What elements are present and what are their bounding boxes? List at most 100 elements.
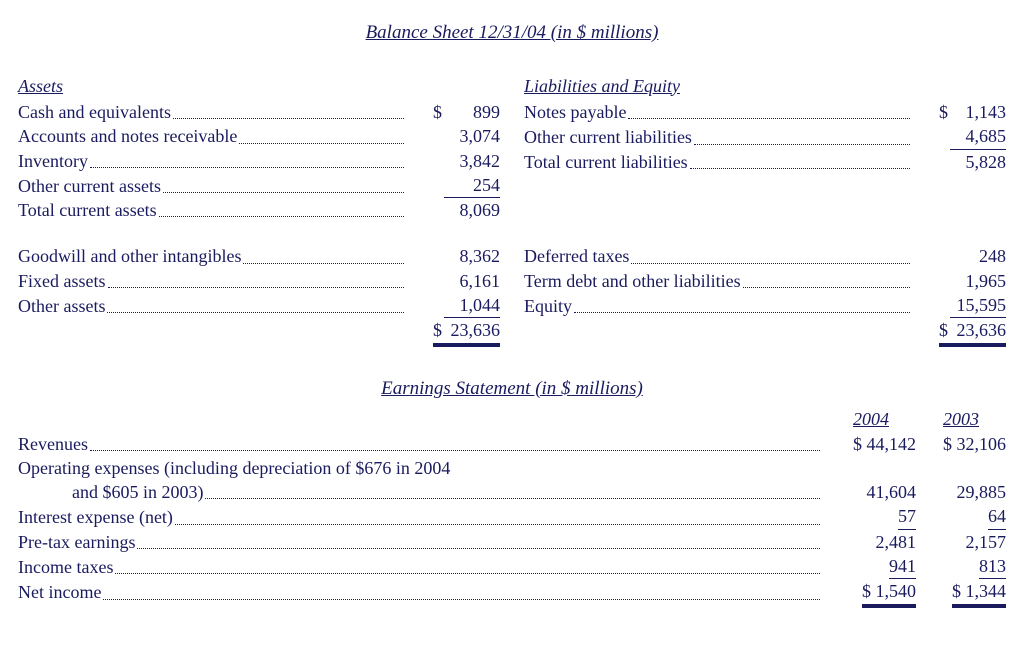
line-item-label: Interest expense (net) [18, 505, 173, 529]
line-item-label: Operating expenses (including depreciati… [18, 456, 1006, 480]
line-item-label: Deferred taxes [524, 244, 629, 268]
amount-cell: $23,636 [914, 318, 1006, 343]
dot-leader [108, 287, 405, 288]
earnings-title: Earnings Statement (in $ millions) [18, 376, 1006, 402]
liab-equity-column: Liabilities and Equity Notes payable $1,… [524, 74, 1006, 344]
dot-leader [175, 524, 820, 525]
dot-leader [173, 118, 404, 119]
line-item-row: Goodwill and other intangibles 8,362 [18, 244, 500, 268]
amount-value: 64 [988, 504, 1006, 529]
amount-cell: 8,362 [408, 244, 500, 268]
amount-cell: 5,828 [914, 150, 1006, 174]
dot-leader [90, 167, 404, 168]
amount-cell: 254 [408, 173, 500, 198]
line-item-label-cont: and $605 in 2003) [18, 480, 203, 504]
dot-leader [690, 168, 910, 169]
amount-value: $899 [433, 100, 500, 124]
line-item-label: Pre-tax earnings [18, 530, 135, 554]
dot-leader [163, 192, 404, 193]
dot-leader [743, 287, 910, 288]
amount-cell: 41,604 [826, 480, 916, 504]
total-row: $23,636 [18, 318, 500, 343]
amount-value: 8,069 [444, 198, 500, 222]
line-item-row: Pre-tax earnings 2,481 2,157 [18, 530, 1006, 554]
amount-value: $ 32,106 [943, 432, 1006, 456]
line-item-row: Fixed assets 6,161 [18, 269, 500, 293]
dot-leader [205, 498, 820, 499]
line-item-label: Goodwill and other intangibles [18, 244, 241, 268]
amount-value: $ 44,142 [853, 432, 916, 456]
amount-cell: 248 [914, 244, 1006, 268]
amount-value: $ 1,344 [952, 579, 1006, 604]
line-item-row: Total current assets 8,069 [18, 198, 500, 222]
amount-cell: 1,044 [408, 293, 500, 318]
amount-value: $ 1,540 [862, 579, 916, 604]
amount-value: 3,074 [444, 124, 500, 148]
amount-value: 3,842 [444, 149, 500, 173]
line-item-row: Deferred taxes 248 [524, 244, 1006, 268]
line-item-row: Inventory 3,842 [18, 149, 500, 173]
amount-value: 6,161 [444, 269, 500, 293]
line-item-label: Accounts and notes receivable [18, 124, 237, 148]
amount-cell: 2,157 [916, 530, 1006, 554]
amount-value: $23,636 [939, 318, 1006, 343]
amount-value: 254 [444, 173, 500, 198]
amount-cell: 1,965 [914, 269, 1006, 293]
amount-cell: $ 1,540 [826, 579, 916, 604]
section-heading: Assets [18, 74, 500, 98]
line-item-label: Other current assets [18, 174, 161, 198]
amount-value: 57 [898, 504, 916, 529]
amount-value: 2,481 [876, 530, 917, 554]
amount-cell: 941 [826, 554, 916, 579]
line-item-row: Cash and equivalents $899 [18, 100, 500, 124]
dot-leader [107, 312, 404, 313]
line-item-label: Total current liabilities [524, 150, 688, 174]
amount-value: 15,595 [950, 293, 1006, 318]
amount-value: $1,143 [939, 100, 1006, 124]
amount-value: 1,044 [444, 293, 500, 318]
amount-value: 1,965 [950, 269, 1006, 293]
section-heading: Liabilities and Equity [524, 74, 1006, 98]
line-item-row: Revenues $ 44,142 $ 32,106 [18, 432, 1006, 456]
amount-cell: $899 [408, 100, 500, 124]
line-item-row: Other assets 1,044 [18, 293, 500, 318]
total-row: $23,636 [524, 318, 1006, 343]
amount-cell: $ 32,106 [916, 432, 1006, 456]
line-item-row: Other current liabilities 4,685 [524, 124, 1006, 149]
earnings-body: Revenues $ 44,142 $ 32,106 Operating exp… [18, 432, 1006, 605]
earnings-header-row: 2004 2003 [18, 407, 1006, 431]
balance-sheet-title: Balance Sheet 12/31/04 (in $ millions) [18, 20, 1006, 46]
dot-leader [103, 599, 820, 600]
line-item-row: Income taxes 941 813 [18, 554, 1006, 579]
year-2003-header: 2003 [916, 407, 1006, 431]
dot-leader [243, 263, 404, 264]
amount-value: 2,157 [966, 530, 1007, 554]
dot-leader [574, 312, 910, 313]
line-item-label: Other assets [18, 294, 105, 318]
amount-value: $23,636 [433, 318, 500, 343]
amount-value: 5,828 [950, 150, 1006, 174]
amount-cell: 64 [916, 504, 1006, 529]
amount-cell: $1,143 [914, 100, 1006, 124]
dot-leader [239, 143, 404, 144]
dot-leader [628, 118, 910, 119]
amount-cell: 15,595 [914, 293, 1006, 318]
amount-cell: 57 [826, 504, 916, 529]
amount-value: 29,885 [957, 480, 1007, 504]
line-item-row: Notes payable $1,143 [524, 100, 1006, 124]
line-item-label: Inventory [18, 149, 88, 173]
line-item-row: Interest expense (net) 57 64 [18, 504, 1006, 529]
balance-sheet-table: Assets Cash and equivalents $899 Account… [18, 74, 1006, 344]
line-item-row: and $605 in 2003) 41,604 29,885 [18, 480, 1006, 504]
line-item-label: Net income [18, 580, 101, 604]
line-item-row: Net income $ 1,540 $ 1,344 [18, 579, 1006, 604]
line-item-row: Other current assets 254 [18, 173, 500, 198]
line-item-label: Fixed assets [18, 269, 106, 293]
amount-cell: 8,069 [408, 198, 500, 222]
assets-column: Assets Cash and equivalents $899 Account… [18, 74, 500, 344]
amount-cell: 3,074 [408, 124, 500, 148]
dot-leader [159, 216, 404, 217]
amount-cell: 6,161 [408, 269, 500, 293]
line-item-label: Notes payable [524, 100, 626, 124]
amount-cell: 813 [916, 554, 1006, 579]
